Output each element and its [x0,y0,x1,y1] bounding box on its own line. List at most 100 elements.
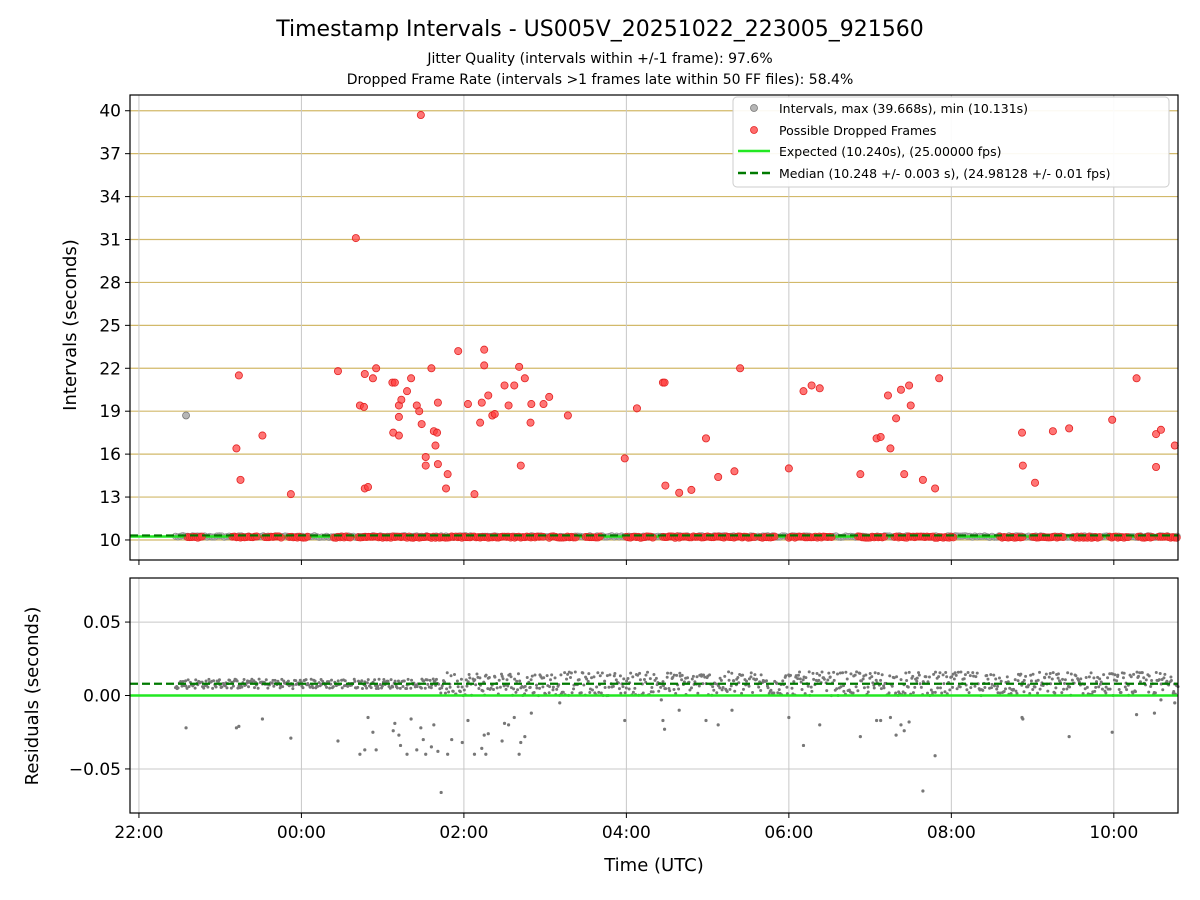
residual-point [363,684,367,688]
residual-point [747,684,751,688]
residual-point [325,685,329,689]
residual-point [1016,679,1020,683]
dropped-frame-point [394,431,403,440]
residual-point [688,688,692,692]
residual-point [206,685,210,689]
residual-point [535,683,539,687]
residual-point [506,723,511,727]
residual-point [906,685,910,689]
residual-point [501,677,505,681]
residual-point [558,701,562,705]
residual-point [854,685,858,689]
dropped-frame-point [364,483,373,492]
dropped-frame-point [520,374,529,383]
dropped-frame-point [1156,425,1165,434]
residual-point [405,752,409,756]
residual-point [996,691,1000,695]
residual-point [729,684,733,688]
residual-point [1142,676,1146,680]
residual-point [927,675,931,679]
residual-point [652,672,656,676]
dropped-frame-point [906,401,915,410]
residual-point [644,673,648,677]
residual-point [582,683,586,687]
residual-point [395,686,399,690]
residual-point [1069,672,1073,676]
residual-point [1050,677,1054,681]
dropped-frame-point [545,392,554,401]
residual-point [994,677,998,681]
residual-point [477,687,481,691]
residual-point [374,748,378,752]
residual-point [458,690,462,694]
residual-point [1056,676,1060,680]
residual-point [513,677,517,681]
residual-point [627,687,631,691]
residual-point [648,677,652,681]
residual-point [745,679,749,683]
x-tick-label: 06:00 [764,823,813,843]
residual-point [1119,690,1123,694]
dropped-frame-point [918,475,927,484]
dropped-frame-point [1108,415,1117,424]
residual-point [376,687,380,691]
dropped-frame-point [1132,374,1141,383]
residual-point [455,679,459,683]
residual-point [962,677,966,681]
residual-point [646,670,650,674]
residual-point [225,686,229,690]
residual-point [809,685,813,689]
residual-point [1122,671,1126,675]
residual-point [650,685,654,689]
intervals-axes-frame [129,94,1179,561]
residual-point [475,672,479,676]
residual-point [204,679,208,683]
residual-point [489,686,493,690]
residual-point [954,673,958,677]
residual-point [365,686,369,690]
intervals-grid [130,95,1178,560]
residual-point [934,670,938,674]
x-tick-label: 00:00 [277,823,326,843]
residual-point [817,678,821,682]
residual-point [1140,671,1144,675]
residual-point [894,691,898,695]
residual-point [405,686,409,690]
residual-point [600,671,604,675]
residual-point [497,678,501,682]
residual-point [966,671,970,675]
residual-point [1117,688,1121,692]
residual-point [1024,674,1028,678]
residual-point [465,684,469,688]
residual-point [1100,687,1104,691]
residual-point [291,687,295,691]
legend-marker-dropped [750,126,758,134]
residual-point [866,690,870,694]
residual-point [572,687,576,691]
dropped-frame-point [905,381,914,390]
residual-point [533,673,537,677]
residual-point [764,679,768,683]
residual-point [1134,712,1139,717]
residual-point [596,671,600,675]
residual-point [512,715,516,720]
dropped-frame-point [815,384,824,393]
residual-point [677,708,681,712]
residual-point [493,675,497,679]
residual-point [1087,675,1091,679]
residual-point [720,688,724,692]
residual-point [880,673,884,677]
residual-point [851,691,855,695]
residual-point [641,691,645,695]
residual-point [480,746,484,750]
residual-point [801,678,805,682]
intervals-x-ticks [138,560,1115,565]
residual-point [870,675,874,679]
residual-point [669,671,673,675]
residual-point [1123,685,1127,689]
residual-point [636,673,640,677]
residual-point [447,690,451,694]
residual-point [1006,680,1010,684]
residual-point [1002,689,1006,693]
residual-point [690,677,694,681]
